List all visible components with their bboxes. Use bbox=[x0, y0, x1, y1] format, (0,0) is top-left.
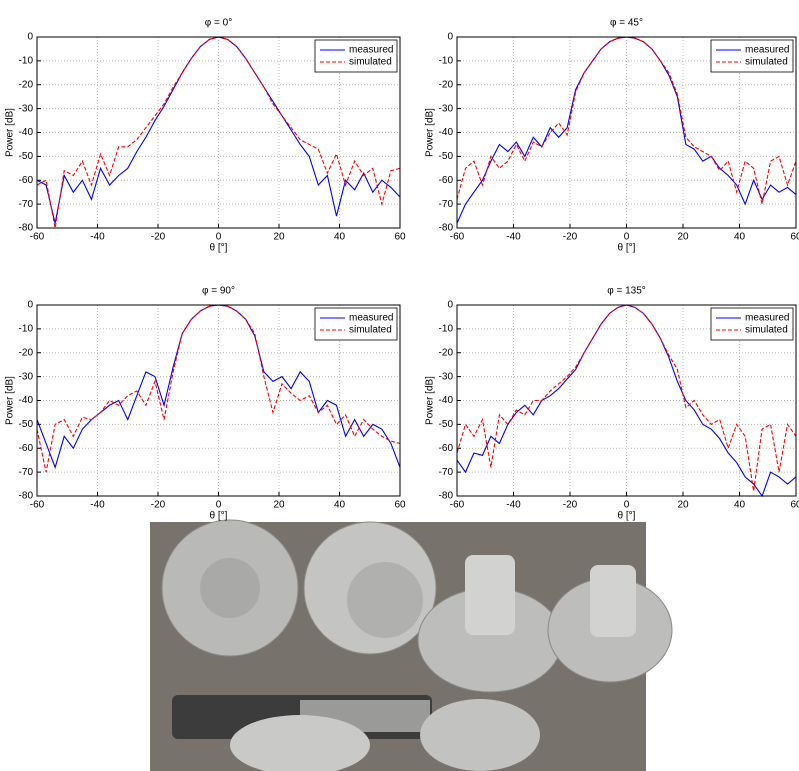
x-tick-label: -20 bbox=[563, 500, 578, 511]
y-tick-label: -30 bbox=[19, 371, 34, 382]
y-tick-label: 0 bbox=[447, 300, 453, 311]
x-tick-label: -20 bbox=[563, 232, 578, 243]
y-tick-label: -10 bbox=[19, 56, 34, 67]
flange-center bbox=[347, 562, 423, 638]
x-tick-label: 60 bbox=[394, 500, 406, 511]
y-tick-label: 0 bbox=[447, 32, 453, 43]
horn bbox=[590, 565, 636, 637]
y-tick-label: -60 bbox=[439, 443, 454, 454]
y-axis-label: Power [dB] bbox=[425, 108, 436, 157]
x-tick-label: 20 bbox=[677, 232, 689, 243]
y-tick-label: -60 bbox=[19, 443, 34, 454]
chart: -80-70-60-50-40-30-20-100-60-40-20020406… bbox=[5, 18, 406, 254]
x-tick-label: -40 bbox=[506, 232, 521, 243]
y-tick-label: -30 bbox=[439, 103, 454, 114]
y-axis-label: Power [dB] bbox=[425, 376, 436, 425]
y-tick-label: -30 bbox=[19, 103, 34, 114]
x-tick-label: 0 bbox=[216, 500, 222, 511]
x-tick-label: -40 bbox=[90, 232, 105, 243]
y-tick-label: -50 bbox=[439, 419, 454, 430]
y-tick-label: -20 bbox=[439, 79, 454, 90]
y-tick-label: -40 bbox=[439, 127, 454, 138]
x-tick-label: 60 bbox=[790, 500, 799, 511]
y-tick-label: -40 bbox=[19, 395, 34, 406]
x-tick-label: -40 bbox=[90, 500, 105, 511]
x-tick-label: 40 bbox=[334, 232, 346, 243]
x-axis-label: θ [°] bbox=[210, 243, 228, 254]
x-tick-label: 20 bbox=[677, 500, 689, 511]
x-tick-label: 0 bbox=[216, 232, 222, 243]
x-tick-label: -20 bbox=[151, 232, 166, 243]
legend-label: simulated bbox=[745, 57, 788, 68]
y-tick-label: -10 bbox=[19, 324, 34, 335]
y-tick-label: 0 bbox=[27, 300, 33, 311]
legend-label: simulated bbox=[349, 325, 392, 336]
legend-label: measured bbox=[349, 313, 393, 324]
x-tick-label: -20 bbox=[151, 500, 166, 511]
y-tick-label: -40 bbox=[19, 127, 34, 138]
chart-title: φ = 0° bbox=[205, 18, 232, 29]
y-tick-label: -70 bbox=[439, 199, 454, 210]
x-tick-label: 20 bbox=[273, 500, 285, 511]
y-tick-label: -70 bbox=[19, 467, 34, 478]
chart-title: φ = 90° bbox=[202, 286, 235, 297]
x-tick-label: 0 bbox=[624, 232, 630, 243]
y-tick-label: -70 bbox=[439, 467, 454, 478]
y-tick-label: 0 bbox=[27, 32, 33, 43]
y-axis-label: Power [dB] bbox=[5, 376, 16, 425]
y-tick-label: -20 bbox=[439, 347, 454, 358]
x-tick-label: -60 bbox=[30, 500, 45, 511]
y-tick-label: -10 bbox=[439, 56, 454, 67]
x-tick-label: 20 bbox=[273, 232, 285, 243]
y-tick-label: -40 bbox=[439, 395, 454, 406]
x-tick-label: 0 bbox=[624, 500, 630, 511]
x-tick-label: -60 bbox=[30, 232, 45, 243]
legend-label: measured bbox=[745, 313, 789, 324]
legend-label: measured bbox=[349, 45, 393, 56]
figure: -80-70-60-50-40-30-20-100-60-40-20020406… bbox=[0, 0, 799, 771]
y-tick-label: -10 bbox=[439, 324, 454, 335]
x-tick-label: 60 bbox=[790, 232, 799, 243]
y-tick-label: -50 bbox=[19, 151, 34, 162]
y-tick-label: -50 bbox=[19, 419, 34, 430]
page: -80-70-60-50-40-30-20-100-60-40-20020406… bbox=[0, 0, 799, 771]
legend-label: simulated bbox=[745, 325, 788, 336]
x-tick-label: -60 bbox=[450, 500, 465, 511]
x-tick-label: -60 bbox=[450, 232, 465, 243]
x-tick-label: 60 bbox=[394, 232, 406, 243]
y-tick-label: -50 bbox=[439, 151, 454, 162]
y-tick-label: -30 bbox=[439, 371, 454, 382]
x-axis-label: θ [°] bbox=[618, 243, 636, 254]
x-tick-label: 40 bbox=[734, 232, 746, 243]
chart-title: φ = 45° bbox=[610, 18, 643, 29]
x-tick-label: -40 bbox=[506, 500, 521, 511]
chart-title: φ = 135° bbox=[607, 286, 646, 297]
y-axis-label: Power [dB] bbox=[5, 108, 16, 157]
legend-label: simulated bbox=[349, 57, 392, 68]
horn bbox=[465, 555, 515, 635]
x-axis-label: θ [°] bbox=[618, 511, 636, 522]
part bbox=[420, 699, 540, 771]
y-tick-label: -20 bbox=[19, 79, 34, 90]
y-tick-label: -20 bbox=[19, 347, 34, 358]
flange-center bbox=[200, 558, 260, 618]
x-axis-label: θ [°] bbox=[210, 511, 228, 522]
y-tick-label: -70 bbox=[19, 199, 34, 210]
y-tick-label: -60 bbox=[439, 175, 454, 186]
x-tick-label: 40 bbox=[334, 500, 346, 511]
x-tick-label: 40 bbox=[734, 500, 746, 511]
photo bbox=[150, 520, 672, 771]
y-tick-label: -60 bbox=[19, 175, 34, 186]
legend-label: measured bbox=[745, 45, 789, 56]
